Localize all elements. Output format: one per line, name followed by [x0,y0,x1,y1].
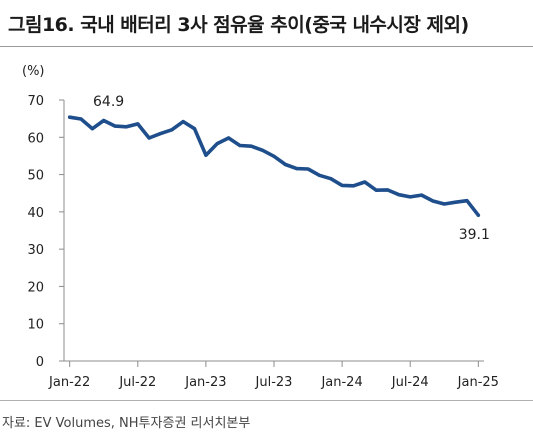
data-point [397,193,401,197]
data-point [306,167,310,171]
data-point [102,118,106,123]
data-point [476,213,480,217]
data-point [465,199,469,203]
chart-labels: 64.9 39.1 [93,94,490,243]
x-tick-label: Jan-22 [48,375,90,390]
data-point [295,167,299,171]
data-point [113,124,117,128]
x-tick-label: Jan-24 [320,375,362,390]
data-point [442,202,446,206]
data-point [374,188,378,192]
y-tick-label: 10 [27,318,44,333]
data-point [90,127,94,131]
data-label: 64.9 [93,94,124,110]
x-tick-label: Jan-25 [457,375,499,390]
data-label: 39.1 [459,227,490,243]
y-tick-label: 40 [27,206,44,221]
y-tick-label: 30 [27,243,44,258]
data-point [249,144,253,148]
data-point [283,162,287,167]
data-point [454,200,458,204]
y-tick-label: 50 [27,169,44,184]
title-area: 그림16. 국내 배터리 3사 점유율 추이(중국 내수시장 제외) [0,0,533,50]
x-tick-label: Jul-23 [255,375,293,390]
x-tick-label: Jul-22 [118,375,156,390]
data-point [226,136,231,140]
data-point [385,188,390,192]
y-tick-label: 20 [27,280,44,295]
data-point [158,131,163,136]
data-point [363,180,367,184]
x-tick-label: Jul-24 [391,375,429,390]
y-tick-label: 70 [27,94,44,109]
data-point [136,122,140,126]
data-point [238,143,242,148]
data-point [351,184,356,188]
data-point [192,127,197,131]
data-point [181,120,185,124]
chart-title: 그림16. 국내 배터리 3사 점유율 추이(중국 내수시장 제외) [8,14,469,36]
data-point [204,153,208,157]
data-point [147,136,151,140]
series-line [67,115,481,217]
source-note: 자료: EV Volumes, NH투자증권 리서치본부 [2,416,251,431]
y-axis-unit-label: (%) [22,64,45,79]
data-point [272,154,276,158]
data-point [317,173,322,177]
data-point [124,125,129,129]
y-tick-label: 0 [36,355,44,370]
data-point [170,128,174,132]
data-point [261,148,265,152]
title-divider [0,46,533,47]
data-point [79,117,83,121]
data-point [215,142,219,146]
x-tick-label: Jan-23 [184,375,226,390]
source-divider [0,400,533,401]
data-point [340,183,344,187]
data-point [431,199,435,203]
data-point [419,193,424,197]
data-point [68,115,72,119]
data-point [329,177,333,181]
y-tick-label: 60 [27,131,44,146]
data-point [408,195,412,199]
chart-axes: 0 10 20 30 40 50 60 70 Jan-22 Jul-22 Jan-23 Jul-23 J… [27,94,499,390]
chart-series [67,115,481,217]
